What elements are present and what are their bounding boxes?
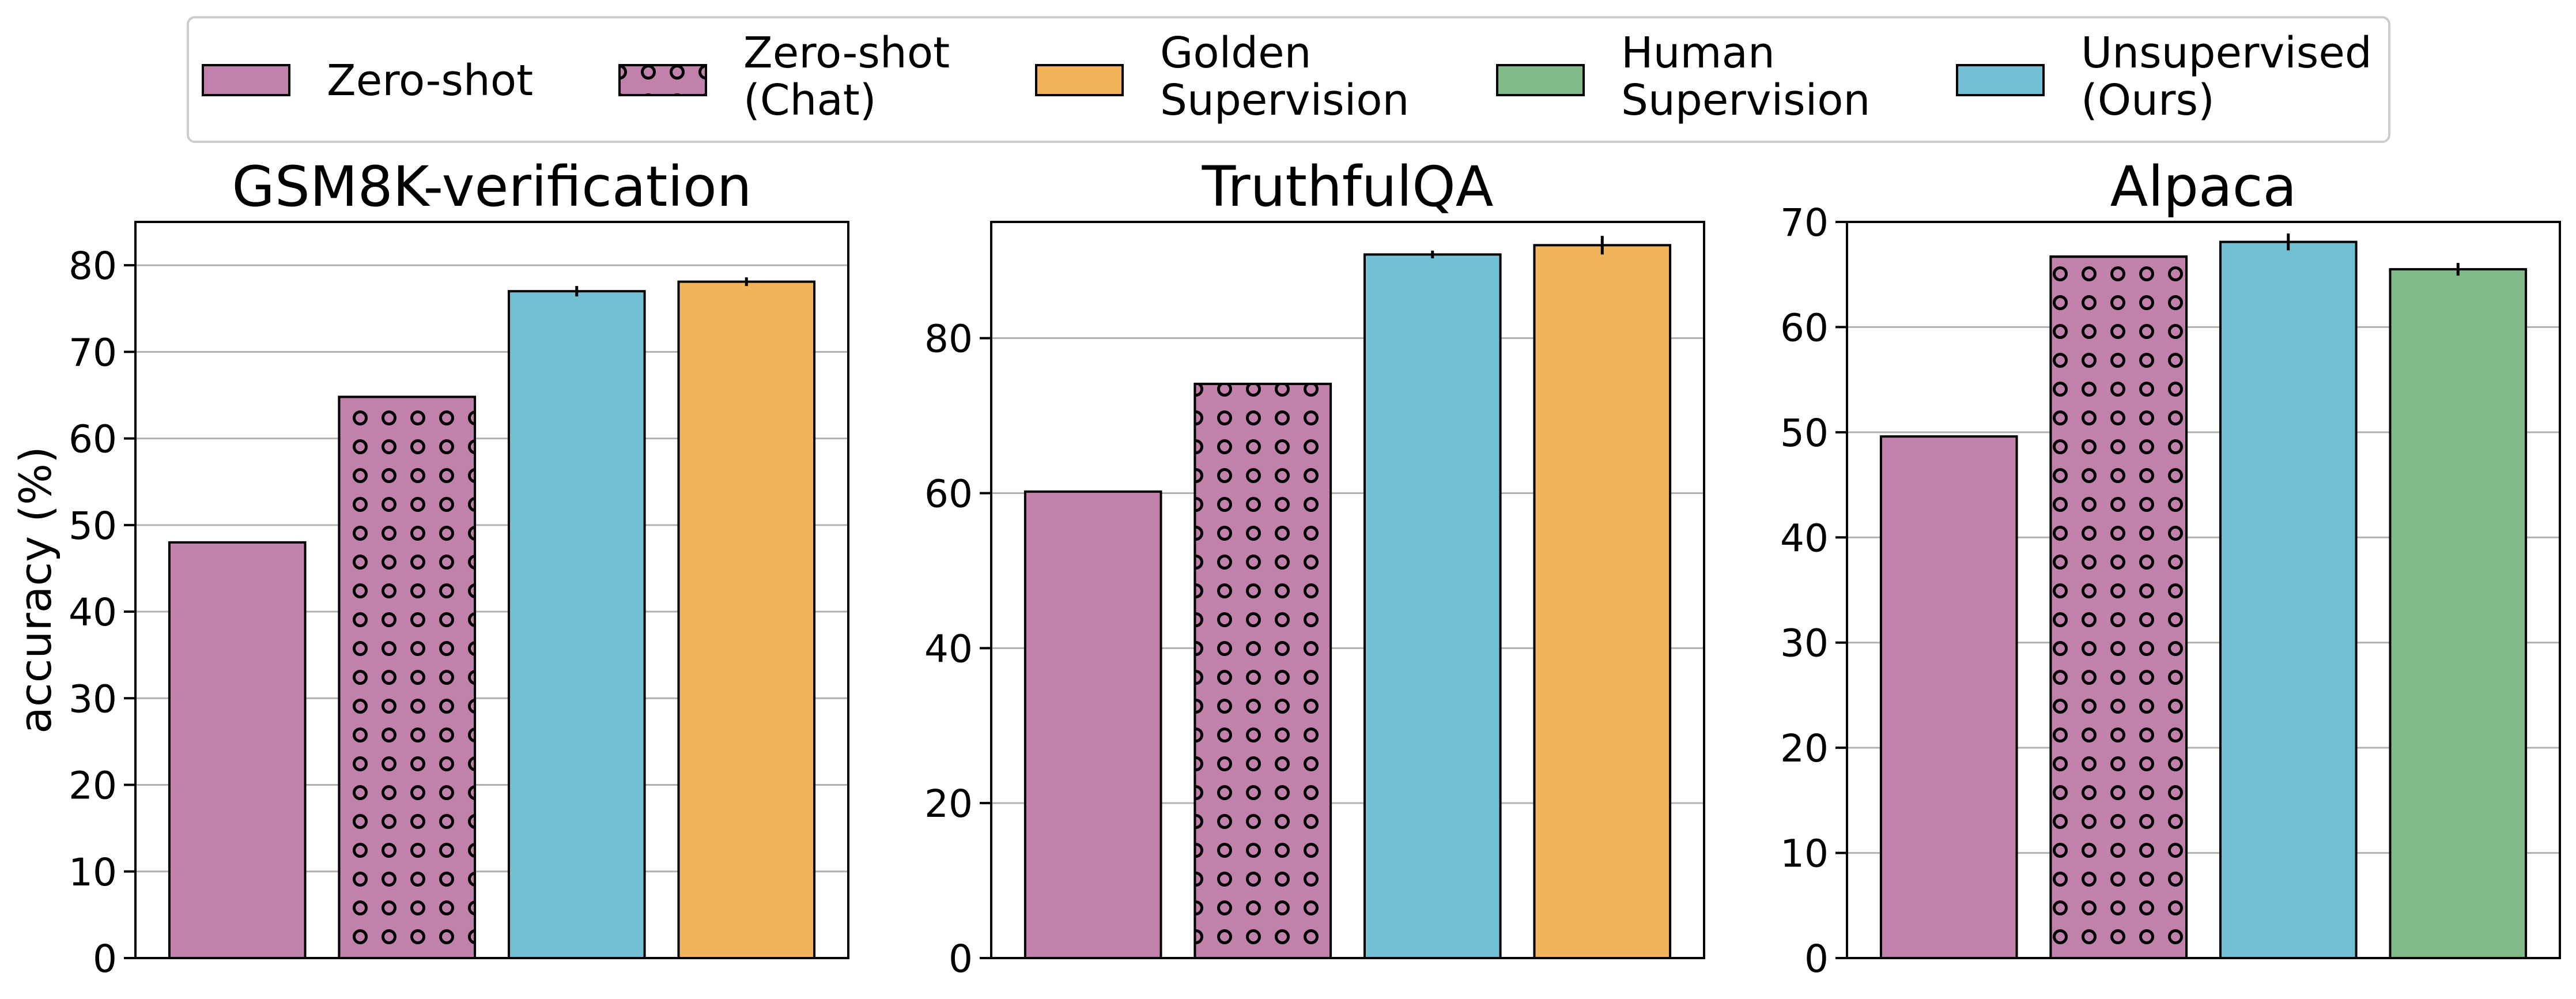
y-tick-label: 40 <box>69 590 117 635</box>
legend-swatch-pattern <box>618 64 707 96</box>
y-tick-label: 70 <box>69 330 117 375</box>
legend-label: Golden <box>1160 28 1312 78</box>
bar-golden-supervision <box>1533 244 1672 960</box>
bar-zero-shot <box>1879 435 2018 959</box>
y-tick-label: 10 <box>1780 832 1829 876</box>
legend-frame <box>187 16 2390 143</box>
y-tick-label: 50 <box>69 504 117 548</box>
axes-frame <box>134 221 849 959</box>
axes-frame <box>1846 221 2561 959</box>
bar-zero-shot-chat-hatch <box>2049 255 2188 959</box>
legend-label: (Chat) <box>743 76 877 125</box>
y-tick-label: 0 <box>93 937 117 981</box>
chart-title: TruthfulQA <box>1202 154 1494 219</box>
legend-item-zero-shot: Zero-shot <box>202 56 533 105</box>
bar-zero-shot <box>1023 490 1162 959</box>
bar-zero-shot-chat-hatch <box>338 395 477 959</box>
legend-item-zero-shot-chat: Zero-shot(Chat) <box>618 28 950 125</box>
chart-title: Alpaca <box>2110 154 2297 219</box>
legend-swatch <box>1496 64 1585 96</box>
y-tick-label: 20 <box>69 764 117 808</box>
y-tick-label: 40 <box>924 627 973 671</box>
legend-label: (Ours) <box>2081 76 2215 125</box>
legend-swatch <box>202 64 290 96</box>
legend-swatch <box>1035 64 1124 96</box>
y-tick-label: 80 <box>924 317 973 361</box>
legend-label: Supervision <box>1621 76 1870 125</box>
y-tick-label: 20 <box>1780 726 1829 771</box>
legend-label: Human <box>1621 28 1775 78</box>
y-tick-label: 40 <box>1780 516 1829 560</box>
bar-unsupervised-ours <box>2219 240 2358 960</box>
bar-human-supervision <box>2389 268 2528 959</box>
bar-golden-supervision <box>677 280 816 959</box>
y-tick-label: 0 <box>1804 937 1829 981</box>
y-tick-label: 60 <box>69 417 117 462</box>
legend-label: Unsupervised <box>2081 28 2372 78</box>
y-tick-label: 30 <box>1780 621 1829 666</box>
y-tick-label: 50 <box>1780 411 1829 455</box>
panel-gsm8k-verification: 0 10 20 30 40 50 60 70 80 GSM8K-verification accur… <box>10 154 849 981</box>
bar-zero-shot <box>168 541 307 959</box>
y-tick-label: 70 <box>1780 201 1829 245</box>
y-tick-label: 60 <box>1780 306 1829 350</box>
legend-label: Zero-shot <box>327 56 533 105</box>
panel-alpaca: 0 10 20 30 40 50 60 70 Alpaca <box>1780 154 2561 981</box>
y-tick-label: 20 <box>924 782 973 826</box>
panel-truthfulqa: 0 20 40 60 80 TruthfulQA <box>924 154 1705 981</box>
legend-swatch <box>1956 64 2045 96</box>
legend-label: Zero-shot <box>743 28 950 78</box>
bar-zero-shot-chat-hatch <box>1193 382 1332 959</box>
y-tick-label: 30 <box>69 677 117 721</box>
legend-item-unsupervised-ours: Unsupervised(Ours) <box>1956 28 2372 125</box>
bar-unsupervised-ours <box>507 290 646 959</box>
legend: Zero-shotZero-shot(Chat)GoldenSupervisio… <box>187 16 2390 143</box>
y-tick-label: 80 <box>69 244 117 288</box>
axes-frame <box>990 221 1705 959</box>
legend-label: Supervision <box>1160 76 1409 125</box>
y-tick-label: 10 <box>69 850 117 895</box>
chart-title: GSM8K-verification <box>232 154 751 219</box>
y-tick-label: 0 <box>949 937 973 981</box>
y-tick-label: 60 <box>924 472 973 516</box>
bar-unsupervised-ours <box>1363 253 1502 960</box>
y-axis-label: accuracy (%) <box>10 446 61 734</box>
